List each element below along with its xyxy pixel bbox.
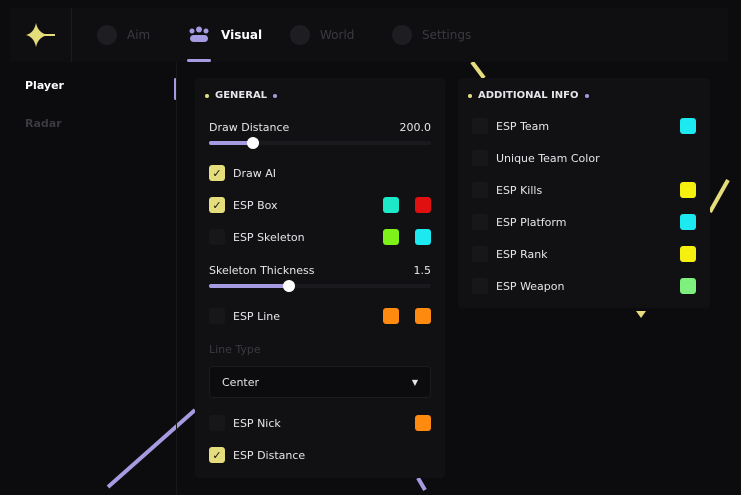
checkbox-box: [472, 278, 488, 294]
color-swatch[interactable]: [383, 197, 399, 213]
esp-platform-checkbox[interactable]: ESP Platform: [472, 213, 696, 231]
color-swatch[interactable]: [680, 214, 696, 230]
checkbox-box: [209, 308, 225, 324]
esp-kills-checkbox[interactable]: ESP Kills: [472, 181, 696, 199]
divider: [176, 62, 177, 495]
esp-nick-checkbox[interactable]: ESP Nick: [209, 414, 431, 432]
line-type-label: Line Type: [209, 343, 261, 356]
esp-weapon-checkbox[interactable]: ESP Weapon: [472, 277, 696, 295]
check-icon: ✓: [209, 165, 225, 181]
esp-rank-checkbox[interactable]: ESP Rank: [472, 245, 696, 263]
esp-team-checkbox[interactable]: ESP Team: [472, 117, 696, 135]
color-swatch[interactable]: [415, 197, 431, 213]
unique-team-color-checkbox[interactable]: Unique Team Color: [472, 149, 696, 167]
esp-distance-checkbox[interactable]: ✓ ESP Distance: [209, 446, 431, 464]
chevron-down-icon: ▼: [411, 377, 418, 387]
skeleton-thickness-label: Skeleton Thickness 1.5: [209, 264, 431, 277]
slider-handle[interactable]: [282, 280, 295, 292]
globe-icon: [290, 25, 310, 45]
sparkle-logo-icon: [25, 23, 55, 47]
checkbox-box: [472, 246, 488, 262]
draw-distance-slider[interactable]: [209, 137, 431, 149]
color-swatch[interactable]: [383, 308, 399, 324]
line-type-dropdown[interactable]: Center ▼: [209, 366, 431, 398]
tab-aim[interactable]: Aim: [97, 8, 150, 62]
tab-world[interactable]: World: [290, 8, 354, 62]
color-swatch[interactable]: [383, 229, 399, 245]
color-swatch[interactable]: [415, 308, 431, 324]
esp-box-checkbox[interactable]: ✓ ESP Box: [209, 196, 431, 214]
logo: [10, 8, 72, 62]
top-bar: [10, 8, 728, 62]
sidebar-active-indicator: [174, 78, 177, 100]
skeleton-thickness-slider[interactable]: [209, 280, 431, 292]
sidebar-item-radar[interactable]: Radar: [25, 117, 62, 130]
panel-title: GENERAL: [205, 90, 278, 101]
check-icon: ✓: [209, 197, 225, 213]
tab-settings[interactable]: Settings: [392, 8, 471, 62]
active-tab-indicator: [187, 59, 211, 62]
color-swatch[interactable]: [415, 229, 431, 245]
color-swatch[interactable]: [680, 182, 696, 198]
checkbox-box: [472, 150, 488, 166]
draw-distance-label: Draw Distance 200.0: [209, 121, 431, 134]
draw-ai-checkbox[interactable]: ✓ Draw AI: [209, 164, 431, 182]
crosshair-icon: [97, 25, 117, 45]
checkbox-box: [209, 229, 225, 245]
esp-skeleton-checkbox[interactable]: ESP Skeleton: [209, 228, 431, 246]
color-swatch[interactable]: [680, 278, 696, 294]
slider-handle[interactable]: [247, 137, 260, 149]
checkbox-box: [472, 182, 488, 198]
color-swatch[interactable]: [415, 415, 431, 431]
additional-info-panel: ADDITIONAL INFO ESP Team Unique Team Col…: [458, 78, 710, 308]
checkbox-box: [209, 415, 225, 431]
general-panel: GENERAL Draw Distance 200.0 ✓ Draw AI ✓ ESP…: [195, 78, 445, 478]
checkbox-box: [472, 118, 488, 134]
color-swatch[interactable]: [680, 118, 696, 134]
tab-visual[interactable]: Visual: [187, 8, 262, 62]
users-icon: [189, 26, 209, 42]
sidebar-item-player[interactable]: Player: [25, 79, 64, 92]
color-swatch[interactable]: [680, 246, 696, 262]
panel-title: ADDITIONAL INFO: [468, 90, 589, 101]
esp-line-checkbox[interactable]: ESP Line: [209, 307, 431, 325]
gear-icon: [392, 25, 412, 45]
check-icon: ✓: [209, 447, 225, 463]
checkbox-box: [472, 214, 488, 230]
